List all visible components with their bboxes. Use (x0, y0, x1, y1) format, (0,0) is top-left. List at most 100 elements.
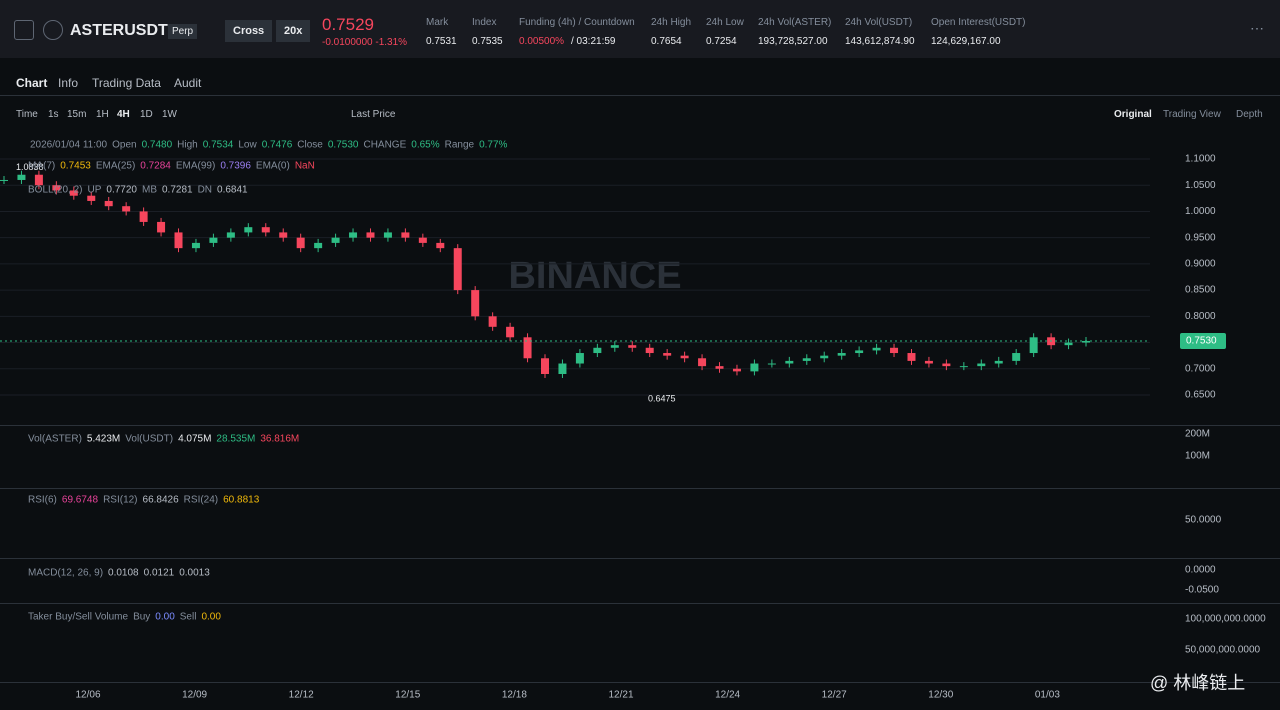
x-tick-label: 12/06 (75, 690, 100, 701)
x-tick-label: 12/18 (502, 690, 527, 701)
interval[interactable]: 1D (140, 109, 153, 120)
candle (104, 200, 113, 207)
legend-label: EMA(0) (256, 161, 290, 172)
candle (401, 232, 410, 238)
panel-tick-label: 50.0000 (1185, 515, 1222, 526)
legend-label: Sell (180, 612, 197, 623)
view[interactable]: Trading View (1163, 109, 1221, 120)
leverage[interactable]: 20x (276, 20, 311, 42)
view[interactable]: Depth (1236, 109, 1263, 120)
interval[interactable]: 1W (162, 109, 177, 120)
favorite[interactable] (14, 20, 34, 40)
stat-value: 0.7535 (472, 36, 503, 47)
legend-value: 0.7480 (142, 140, 173, 151)
candle (383, 232, 392, 238)
legend-value: 0.0108 (108, 568, 139, 579)
stat-value: 0.00500% (519, 36, 565, 47)
price-type[interactable]: Last Price (351, 109, 396, 120)
candle (139, 211, 148, 222)
tab-divider (0, 95, 1280, 96)
y-tick-label: 0.7000 (1185, 363, 1216, 374)
candle (698, 358, 707, 367)
candle (34, 174, 43, 186)
stat-label: 24h Vol(USDT) (845, 17, 913, 28)
watermark: @ 林峰链上 (1150, 673, 1245, 693)
candle (17, 174, 26, 180)
candle (279, 232, 288, 238)
stat-label: Funding (4h) / Countdown (519, 17, 635, 28)
candle (471, 290, 480, 317)
candle (907, 353, 916, 361)
candle (488, 316, 497, 327)
change: -0.0100000 -1.31% (322, 37, 408, 48)
interval[interactable]: 1s (48, 109, 59, 120)
x-tick-label: 12/21 (608, 690, 633, 701)
x-tick-label: 12/09 (182, 690, 207, 701)
tab[interactable]: Trading Data (92, 76, 161, 90)
y-tick-label: 0.6500 (1185, 390, 1216, 401)
candle (226, 232, 235, 238)
stat-value: 0.7531 (426, 36, 457, 47)
tab[interactable]: Audit (174, 76, 202, 90)
legend-label: EMA(99) (176, 161, 215, 172)
candle (924, 360, 933, 364)
x-tick-label: 12/12 (289, 690, 314, 701)
legend-label: CHANGE (363, 140, 406, 151)
panel-divider (0, 558, 1280, 559)
margin[interactable]: Cross (225, 20, 273, 42)
symbol[interactable]: ASTERUSDT (70, 22, 168, 39)
legend-label: Vol(ASTER) (28, 434, 82, 445)
interval[interactable]: 1H (96, 109, 109, 120)
legend-value: 0.7476 (262, 140, 293, 151)
candle (1029, 337, 1038, 354)
tab[interactable]: Chart (16, 76, 48, 90)
candle (453, 248, 462, 291)
interval[interactable]: 4H (117, 109, 130, 120)
candle (715, 366, 724, 369)
candle (942, 363, 951, 367)
interval[interactable]: 15m (67, 109, 87, 120)
candle (436, 242, 445, 249)
legend-label: MA(7) (28, 161, 55, 172)
stat-value: 0.7654 (651, 36, 682, 47)
more[interactable]: ⋯ (1250, 20, 1264, 36)
legend-value: 0.0013 (179, 568, 210, 579)
legend-label: High (177, 140, 198, 151)
x-tick-label: 12/15 (395, 690, 420, 701)
candle (593, 347, 602, 354)
interval[interactable]: Time (16, 109, 38, 120)
legend-label: 2026/01/04 11:00 (30, 140, 108, 151)
y-tick-label: 0.8000 (1185, 311, 1216, 322)
candle (1012, 353, 1021, 361)
stat-value: 143,612,874.90 (845, 36, 915, 47)
legend-label: UP (87, 185, 101, 196)
legend-value: NaN (295, 161, 315, 172)
legend-label: MB (142, 185, 157, 196)
legend-label: RSI(12) (103, 495, 137, 506)
candle (767, 363, 776, 365)
tab[interactable]: Info (58, 76, 79, 90)
candle (610, 345, 619, 348)
legend-value: 28.535M (216, 434, 255, 445)
candle (314, 242, 323, 249)
candle (994, 360, 1003, 364)
legend-value: 66.8426 (143, 495, 180, 506)
panel-tick-label: 50,000,000.0000 (1185, 645, 1261, 656)
legend-value: 69.6748 (62, 495, 99, 506)
panel-tick-label: 100,000,000.0000 (1185, 614, 1266, 625)
candle (977, 363, 986, 367)
legend-value: 0.65% (411, 140, 439, 151)
candle (331, 237, 340, 243)
x-tick-label: 12/30 (928, 690, 953, 701)
stat-value: 0.7254 (706, 36, 737, 47)
candle (541, 358, 549, 375)
candle (261, 227, 270, 233)
candle (1064, 342, 1073, 346)
candle (575, 353, 584, 364)
legend-label: Taker Buy/Sell Volume (28, 612, 128, 623)
view[interactable]: Original (1114, 109, 1152, 120)
last-price-badge (1180, 332, 1226, 349)
brand-watermark: BINANCE (508, 255, 681, 297)
y-tick-label: 1.0000 (1185, 206, 1216, 217)
